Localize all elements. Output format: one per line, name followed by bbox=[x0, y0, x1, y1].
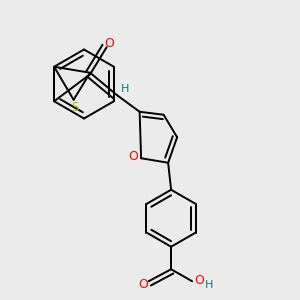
Text: O: O bbox=[138, 278, 148, 291]
Text: O: O bbox=[104, 37, 114, 50]
Text: O: O bbox=[129, 150, 139, 163]
Text: O: O bbox=[194, 274, 204, 287]
Text: H: H bbox=[204, 280, 213, 290]
Text: S: S bbox=[71, 101, 79, 114]
Text: H: H bbox=[120, 84, 129, 94]
